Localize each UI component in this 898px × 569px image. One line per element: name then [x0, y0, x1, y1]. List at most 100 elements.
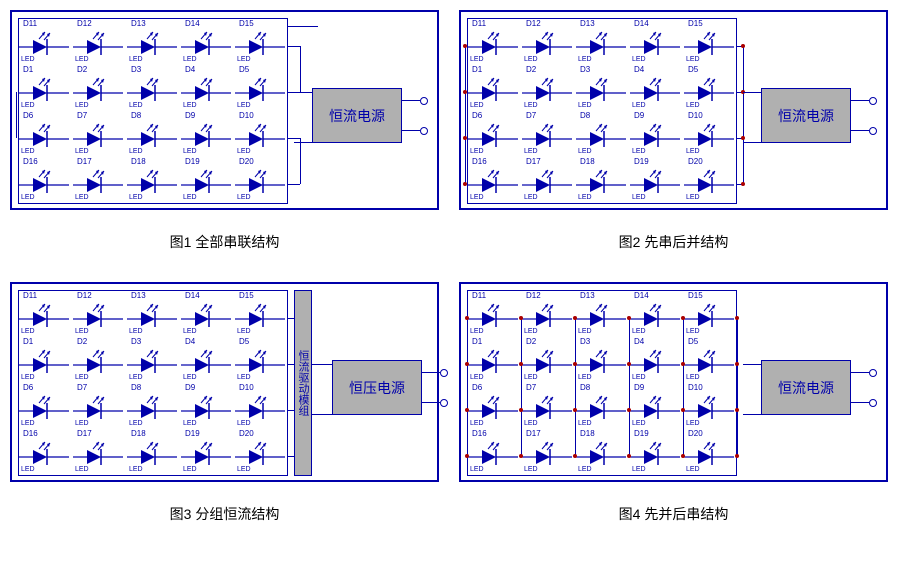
led-label: LED: [129, 466, 143, 473]
led-label: LED: [578, 56, 592, 63]
led-designator: D3: [580, 65, 590, 74]
led-component: D1 LED: [19, 65, 73, 111]
led-row: D16 LED D17 LED D18: [468, 429, 736, 475]
led-label: LED: [129, 56, 143, 63]
led-label: LED: [524, 102, 538, 109]
led-array: D11 LED D12 LED D13: [18, 290, 288, 476]
led-component: D8 LED: [127, 383, 181, 429]
led-component: D1 LED: [468, 337, 522, 383]
led-label: LED: [578, 194, 592, 201]
led-component: D9 LED: [630, 111, 684, 157]
led-label: LED: [524, 148, 538, 155]
led-designator: D7: [526, 111, 536, 120]
led-component: D16 LED: [19, 157, 73, 203]
led-component: D20 LED: [684, 429, 738, 475]
led-component: D14 LED: [630, 291, 684, 337]
circuit-diagram: D11 LED D12 LED D13: [459, 10, 888, 210]
diagram-grid: D11 LED D12 LED D13: [10, 10, 888, 524]
led-component: D7 LED: [522, 111, 576, 157]
led-designator: D5: [688, 65, 698, 74]
led-component: D13 LED: [576, 19, 630, 65]
led-label: LED: [632, 148, 646, 155]
led-label: LED: [237, 102, 251, 109]
led-label: LED: [632, 194, 646, 201]
led-component: D17 LED: [522, 429, 576, 475]
led-label: LED: [632, 56, 646, 63]
led-label: LED: [578, 148, 592, 155]
led-designator: D13: [580, 19, 595, 28]
led-designator: D1: [23, 65, 33, 74]
led-label: LED: [524, 466, 538, 473]
led-row: D1 LED D2 LED D3: [468, 337, 736, 383]
led-designator: D5: [688, 337, 698, 346]
led-designator: D6: [23, 383, 33, 392]
led-designator: D12: [526, 291, 541, 300]
led-component: D15 LED: [235, 291, 289, 337]
led-label: LED: [686, 466, 700, 473]
power-supply: 恒流电源: [761, 360, 851, 415]
led-component: D16 LED: [468, 157, 522, 203]
led-component: D13 LED: [576, 291, 630, 337]
led-component: D8 LED: [127, 111, 181, 157]
led-component: D12 LED: [73, 291, 127, 337]
led-designator: D2: [526, 337, 536, 346]
led-designator: D16: [23, 157, 38, 166]
led-label: LED: [470, 148, 484, 155]
led-label: LED: [632, 420, 646, 427]
led-component: D13 LED: [127, 291, 181, 337]
led-component: D3 LED: [576, 337, 630, 383]
led-component: D4 LED: [630, 65, 684, 111]
led-label: LED: [21, 148, 35, 155]
led-component: D10 LED: [235, 383, 289, 429]
led-label: LED: [183, 328, 197, 335]
led-label: LED: [632, 374, 646, 381]
led-designator: D6: [472, 111, 482, 120]
led-label: LED: [470, 102, 484, 109]
circuit-diagram: D11 LED D12 LED D13: [10, 10, 439, 210]
led-component: D17 LED: [73, 157, 127, 203]
led-label: LED: [524, 56, 538, 63]
output-terminal: [869, 127, 877, 135]
led-designator: D10: [239, 111, 254, 120]
led-designator: D20: [239, 429, 254, 438]
led-designator: D15: [688, 291, 703, 300]
led-label: LED: [21, 466, 35, 473]
led-array: D11 LED D12 LED D13: [18, 18, 288, 204]
led-designator: D20: [688, 429, 703, 438]
led-row: D16 LED D17 LED D18: [19, 429, 287, 475]
led-designator: D1: [472, 337, 482, 346]
led-designator: D19: [634, 429, 649, 438]
circuit-diagram: D11 LED D12 LED D13: [10, 282, 439, 482]
led-label: LED: [129, 102, 143, 109]
led-designator: D4: [634, 65, 644, 74]
led-designator: D16: [472, 429, 487, 438]
led-label: LED: [632, 328, 646, 335]
led-label: LED: [470, 466, 484, 473]
led-component: D6 LED: [19, 383, 73, 429]
output-terminal: [420, 127, 428, 135]
led-designator: D11: [23, 19, 37, 28]
led-component: D16 LED: [19, 429, 73, 475]
led-label: LED: [686, 56, 700, 63]
led-label: LED: [75, 56, 89, 63]
led-designator: D2: [77, 65, 87, 74]
led-array: D11 LED D12 LED D13: [467, 290, 737, 476]
led-component: D19 LED: [181, 157, 235, 203]
led-component: D2 LED: [522, 337, 576, 383]
led-label: LED: [75, 420, 89, 427]
led-label: LED: [75, 194, 89, 201]
led-component: D5 LED: [684, 65, 738, 111]
led-label: LED: [183, 56, 197, 63]
led-component: D4 LED: [181, 337, 235, 383]
led-component: D11 LED: [19, 19, 73, 65]
led-designator: D19: [185, 429, 200, 438]
led-label: LED: [21, 328, 35, 335]
led-row: D16 LED D17 LED D18: [468, 157, 736, 203]
led-label: LED: [75, 374, 89, 381]
led-designator: D5: [239, 337, 249, 346]
power-supply: 恒压电源: [332, 360, 422, 415]
output-terminal: [440, 399, 448, 407]
led-designator: D5: [239, 65, 249, 74]
output-terminal: [869, 97, 877, 105]
led-designator: D17: [77, 429, 92, 438]
